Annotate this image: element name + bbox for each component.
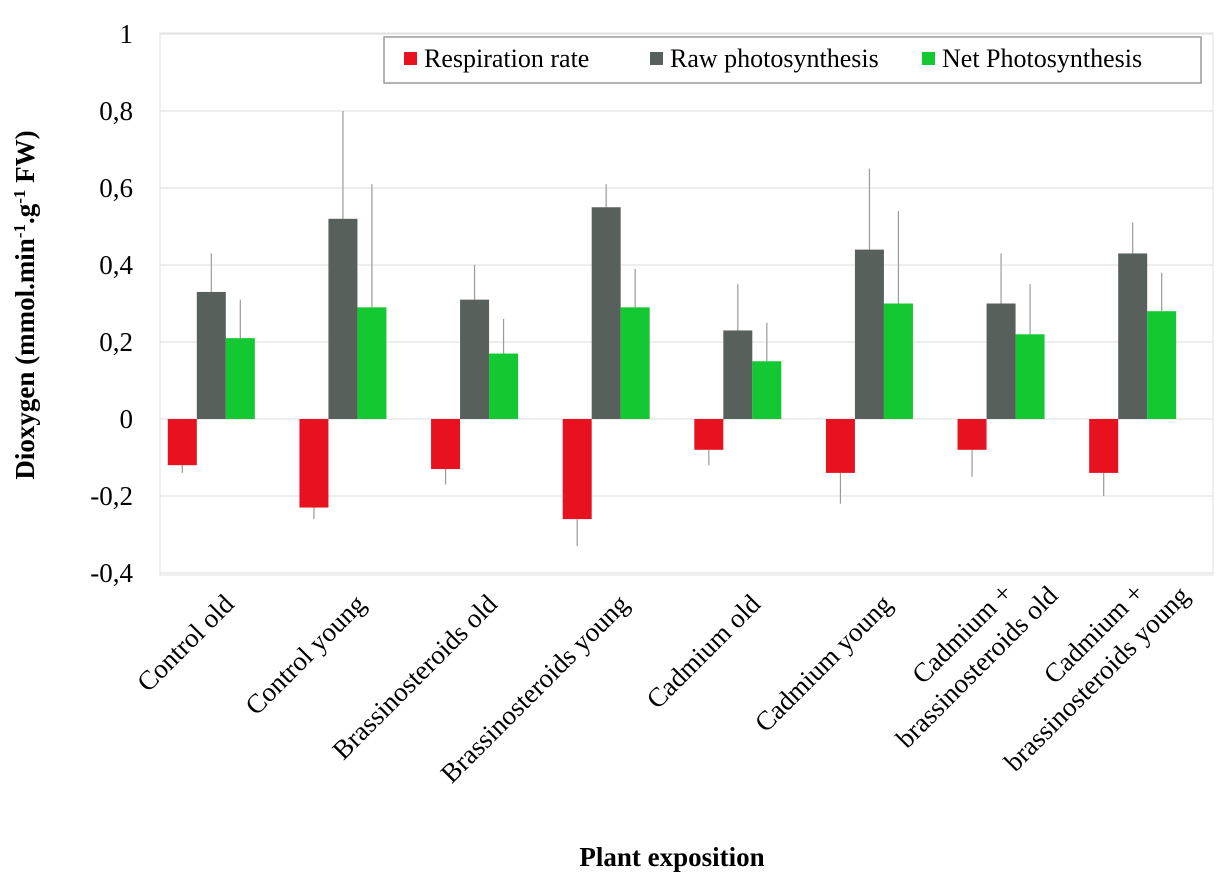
x-category-label: Cadmium old xyxy=(641,588,767,714)
y-tick-label: 0,4 xyxy=(99,250,133,280)
bar-raw-photosynthesis xyxy=(460,299,490,419)
bar-net-photosynthesis xyxy=(620,307,650,419)
x-category-label: Control old xyxy=(131,588,240,697)
x-category-label: Cadmium young xyxy=(749,589,898,738)
plot-area-border xyxy=(159,32,1214,576)
y-tick-label: 1 xyxy=(120,19,134,49)
bar-net-photosynthesis xyxy=(752,361,782,419)
bar-respiration-rate xyxy=(825,419,855,473)
bar-net-photosynthesis xyxy=(225,338,255,419)
y-axis-title-part: FW) xyxy=(10,130,40,189)
bar-respiration-rate xyxy=(167,419,197,466)
legend-swatch-raw-photosynthesis xyxy=(650,52,663,65)
y-axis-title-part: Dioxygen (mmol.min xyxy=(10,238,40,479)
legend-label-net-photosynthesis: Net Photosynthesis xyxy=(942,44,1142,73)
y-tick-label: 0,8 xyxy=(99,96,133,126)
bar-net-photosynthesis xyxy=(1015,334,1045,419)
x-category-label-line: Control young xyxy=(239,589,371,721)
error-bars xyxy=(181,111,1163,547)
y-tick-labels: -0,4 -0,2 0 0,2 0,4 0,6 0,8 1 xyxy=(90,19,133,588)
legend-swatch-respiration xyxy=(404,52,417,65)
bar-respiration-rate xyxy=(957,419,987,450)
y-axis-title-part: -1 xyxy=(10,190,29,204)
bar-raw-photosynthesis xyxy=(591,207,621,419)
y-tick-label: -0,2 xyxy=(90,481,133,511)
y-tick-label: 0,6 xyxy=(99,173,133,203)
bar-raw-photosynthesis xyxy=(854,249,884,419)
x-category-label-line: Cadmium old xyxy=(641,588,767,714)
legend-box xyxy=(383,36,1202,84)
bar-respiration-rate xyxy=(1089,419,1119,473)
y-tick-label: 0 xyxy=(120,404,134,434)
legend-label-respiration: Respiration rate xyxy=(424,44,589,73)
x-category-labels: Control old Control youngBrassinosteroids… xyxy=(131,577,1195,788)
y-axis-title-part: .g xyxy=(10,203,40,224)
bar-net-photosynthesis xyxy=(489,353,519,419)
bar-raw-photosynthesis xyxy=(986,303,1016,419)
y-tick-label: 0,2 xyxy=(99,327,133,357)
legend-swatch-net-photosynthesis xyxy=(922,52,935,65)
legend-label-raw-photosynthesis: Raw photosynthesis xyxy=(670,44,879,73)
y-axis-title: Dioxygen (mmol.min-1.g-1 FW) xyxy=(10,130,41,479)
bar-net-photosynthesis xyxy=(883,303,913,419)
y-tick-label: -0,4 xyxy=(90,558,133,588)
bar-raw-photosynthesis xyxy=(196,291,226,419)
legend: Respiration rate Raw photosynthesis Net … xyxy=(383,36,1202,84)
bar-net-photosynthesis xyxy=(357,307,387,419)
bar-raw-photosynthesis xyxy=(723,330,753,419)
x-category-label-line: Control old xyxy=(131,588,240,697)
bar-net-photosynthesis xyxy=(1147,311,1177,419)
bar-respiration-rate xyxy=(299,419,329,508)
x-category-label: Control young xyxy=(239,589,371,721)
bars xyxy=(167,207,1177,520)
bar-raw-photosynthesis xyxy=(328,218,358,419)
bar-respiration-rate xyxy=(431,419,461,470)
bar-respiration-rate xyxy=(562,419,592,520)
x-category-label-line: Cadmium young xyxy=(749,589,898,738)
y-axis-title-part: -1 xyxy=(10,224,29,238)
bar-respiration-rate xyxy=(694,419,724,450)
x-axis-title: Plant exposition xyxy=(579,842,764,872)
bar-raw-photosynthesis xyxy=(1118,253,1148,419)
